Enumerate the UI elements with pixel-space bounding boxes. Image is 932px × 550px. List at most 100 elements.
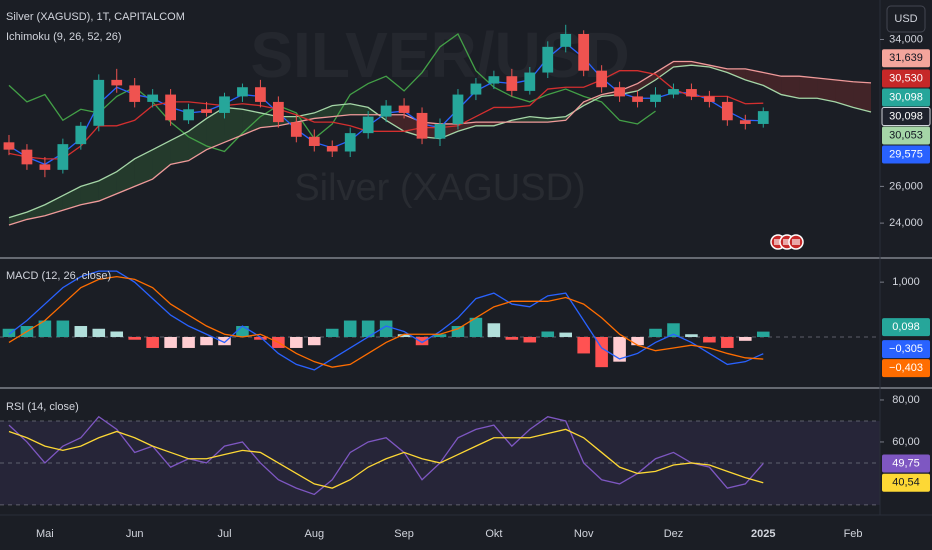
candle-body <box>219 96 230 113</box>
pane <box>0 415 880 506</box>
histogram-bar <box>505 336 519 340</box>
x-tick-label: Nov <box>574 528 594 540</box>
y-tick-label: 24,000 <box>889 217 923 229</box>
price-label-box <box>882 340 930 359</box>
price-label: −0,305 <box>889 343 923 355</box>
candle-body <box>165 94 176 121</box>
histogram-bar <box>451 326 465 337</box>
currency-label[interactable]: USD <box>894 13 917 25</box>
x-tick-label: Feb <box>844 528 863 540</box>
ichimoku-cloud <box>475 122 494 126</box>
histogram-bar <box>613 336 626 362</box>
candle-body <box>524 72 536 91</box>
histogram-bar <box>182 336 195 348</box>
ichimoku-cloud <box>727 68 746 80</box>
candle-body <box>111 79 123 86</box>
histogram-bar <box>379 320 393 337</box>
ichimoku-cloud <box>655 61 674 80</box>
event-flag-stripe <box>783 239 791 245</box>
price-label: 49,75 <box>892 457 920 469</box>
ichimoku-cloud <box>853 81 872 112</box>
candle-body <box>452 94 464 124</box>
price-label: 30,098 <box>889 110 923 122</box>
series-line <box>8 270 764 371</box>
price-label-box <box>882 126 930 145</box>
chart-title: Silver (XAGUSD), 1T, CAPITALCOM <box>6 11 185 23</box>
series-line <box>8 70 764 160</box>
candle-body <box>434 123 446 139</box>
ichimoku-cloud <box>817 78 836 102</box>
histogram-bar <box>146 336 159 348</box>
histogram-bar <box>577 336 590 354</box>
histogram-bar <box>397 334 411 337</box>
indicator-title: Ichimoku (9, 26, 52, 26) <box>6 31 122 43</box>
ichimoku-cloud <box>781 76 800 99</box>
candle-body <box>308 136 320 146</box>
y-tick-label: 34,000 <box>889 33 923 45</box>
candle-body <box>344 133 356 152</box>
candle-body <box>739 120 751 124</box>
ichimoku-cloud <box>457 122 476 132</box>
histogram-bar <box>433 334 447 337</box>
series-line <box>8 428 764 489</box>
ichimoku-cloud <box>134 149 153 187</box>
ichimoku-cloud <box>170 131 189 165</box>
ichimoku-cloud <box>8 212 27 225</box>
candle-body <box>57 144 69 170</box>
watermark: SILVER/USD <box>250 19 629 91</box>
candle-body <box>506 76 518 91</box>
price-label-box <box>882 145 930 164</box>
histogram-bar <box>2 328 16 337</box>
ichimoku-cloud <box>26 204 45 220</box>
ichimoku-cloud <box>799 76 818 99</box>
price-label: −0,403 <box>889 362 923 374</box>
pane <box>3 24 872 226</box>
ichimoku-cloud <box>206 107 225 150</box>
histogram-bar <box>110 331 124 337</box>
histogram-bar <box>703 336 716 343</box>
histogram-bar <box>200 336 213 346</box>
y-tick-label: 26,000 <box>889 180 923 192</box>
histogram-bar <box>343 320 357 337</box>
currency-button[interactable] <box>886 5 926 33</box>
histogram-bar <box>164 336 177 348</box>
candle-body <box>416 112 428 139</box>
x-tick-label: Jun <box>126 528 144 540</box>
price-label-box <box>881 107 931 127</box>
histogram-bar <box>667 323 680 337</box>
histogram-bar <box>128 336 141 340</box>
histogram-bar <box>254 336 267 340</box>
candle-body <box>21 149 33 165</box>
histogram-bar <box>325 328 339 337</box>
candle-body <box>632 96 643 102</box>
pane <box>0 270 880 371</box>
candle-body <box>255 87 266 102</box>
ichimoku-cloud <box>116 158 135 194</box>
candle-body <box>542 46 554 73</box>
candle-body <box>39 164 51 170</box>
ichimoku-cloud <box>673 61 692 68</box>
candle-body <box>488 76 500 84</box>
candle-body <box>237 87 248 97</box>
ichimoku-cloud <box>386 114 405 132</box>
histogram-bar <box>92 328 106 337</box>
series-line <box>8 32 656 153</box>
watermark-sub: Silver (XAGUSD) <box>294 167 585 209</box>
x-tick-label: Okt <box>485 528 502 540</box>
candle-body <box>470 83 482 95</box>
candle-body <box>290 122 302 137</box>
histogram-bar <box>756 331 770 337</box>
event-flag-stripe <box>792 239 800 245</box>
histogram-bar <box>523 336 537 343</box>
candle-body <box>721 101 733 121</box>
indicator-title: RSI (14, close) <box>6 401 79 413</box>
x-tick-label: Dez <box>664 528 684 540</box>
ichimoku-cloud <box>763 72 782 95</box>
candle-body <box>560 33 572 47</box>
price-label: 40,54 <box>892 477 920 489</box>
plots <box>0 24 880 506</box>
histogram-bar <box>631 336 644 346</box>
candle-body <box>93 79 105 126</box>
candle-body <box>398 105 410 113</box>
candle-body <box>686 89 697 97</box>
